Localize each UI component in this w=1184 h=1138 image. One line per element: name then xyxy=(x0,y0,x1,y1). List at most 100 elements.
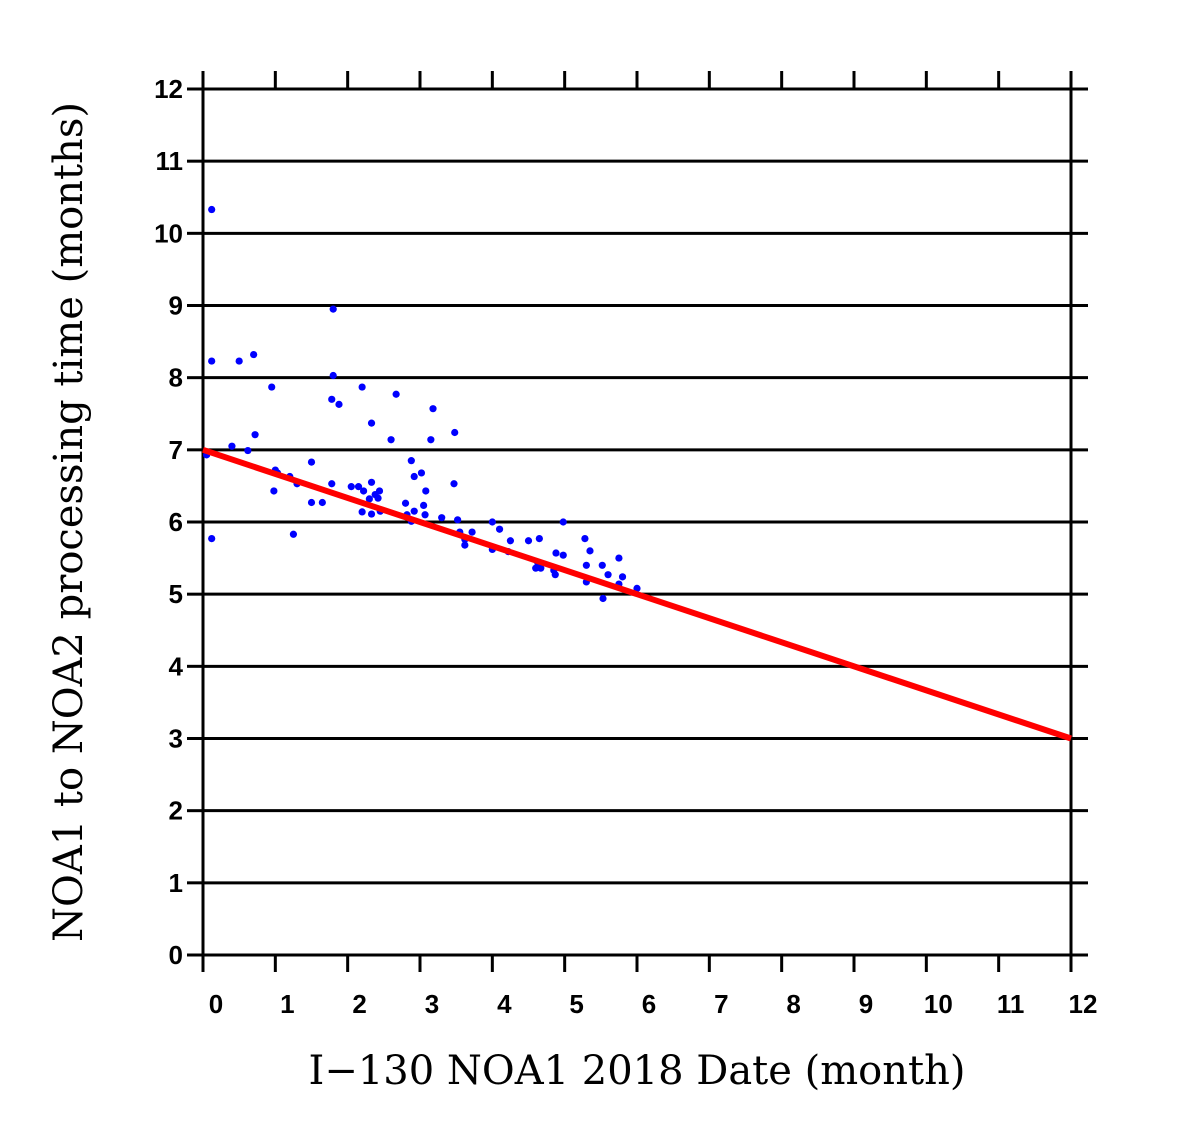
data-point xyxy=(598,561,606,569)
x-tick-label-8: 8 xyxy=(786,989,800,1019)
y-axis-title: NOA1 to NOA2 processing time (months) xyxy=(46,102,92,942)
data-points xyxy=(203,205,641,603)
data-point xyxy=(244,446,252,455)
data-point xyxy=(367,510,376,518)
data-point xyxy=(410,507,418,515)
y-tick-label-3: 3 xyxy=(169,724,183,754)
data-point xyxy=(307,498,316,507)
data-point xyxy=(495,525,504,533)
data-point xyxy=(438,514,446,522)
data-point xyxy=(488,518,496,526)
x-tick-labels: 0 1 2 3 4 5 6 7 8 9 10 11 12 xyxy=(209,989,1098,1019)
data-point xyxy=(422,487,430,495)
data-point xyxy=(417,469,426,477)
data-point xyxy=(358,383,366,391)
data-point xyxy=(407,457,415,465)
data-point xyxy=(289,530,298,538)
data-point xyxy=(318,498,326,507)
x-tick-label-7: 7 xyxy=(714,989,728,1019)
data-point xyxy=(420,501,428,510)
data-point xyxy=(532,564,540,572)
data-point xyxy=(535,534,543,543)
x-tick-label-0: 0 xyxy=(209,989,223,1019)
data-point xyxy=(401,499,410,507)
data-point xyxy=(582,561,590,569)
y-tick-label-11: 11 xyxy=(156,146,184,176)
data-point xyxy=(429,405,437,413)
data-point xyxy=(359,487,368,495)
x-tick-label-3: 3 xyxy=(425,989,439,1019)
x-tick-label-9: 9 xyxy=(859,989,873,1019)
x-tick-label-4: 4 xyxy=(497,989,512,1019)
data-point xyxy=(208,534,216,543)
data-point xyxy=(451,428,459,437)
y-tick-label-8: 8 xyxy=(169,363,183,393)
data-point xyxy=(235,357,243,365)
data-point xyxy=(392,390,400,398)
y-tick-label-10: 10 xyxy=(154,218,183,248)
data-point xyxy=(365,495,373,503)
tick-marks xyxy=(187,71,1073,972)
data-point xyxy=(208,357,216,365)
data-point xyxy=(421,511,429,519)
data-point xyxy=(586,547,594,555)
data-point xyxy=(228,442,236,450)
data-point xyxy=(354,483,363,491)
y-tick-label-7: 7 xyxy=(169,435,183,465)
data-point xyxy=(329,305,337,313)
data-point xyxy=(552,549,560,557)
data-point xyxy=(604,571,612,579)
data-point xyxy=(537,564,545,572)
data-point xyxy=(251,431,259,439)
data-point xyxy=(559,551,567,559)
data-point xyxy=(524,537,533,545)
data-point xyxy=(618,573,627,581)
y-tick-label-9: 9 xyxy=(169,291,183,321)
data-point xyxy=(506,537,515,545)
y-tick-label-12: 12 xyxy=(154,74,183,104)
data-point xyxy=(208,205,216,214)
gridlines xyxy=(203,87,1088,957)
data-point xyxy=(581,534,589,543)
data-point xyxy=(427,436,435,444)
data-point xyxy=(268,383,276,391)
x-tick-label-1: 1 xyxy=(280,989,294,1019)
y-tick-label-0: 0 xyxy=(169,940,183,970)
x-tick-label-5: 5 xyxy=(569,989,583,1019)
x-tick-label-11: 11 xyxy=(997,989,1025,1019)
data-point xyxy=(454,516,462,524)
data-point xyxy=(270,487,278,495)
data-point xyxy=(358,508,366,516)
data-point xyxy=(461,541,469,549)
data-point xyxy=(468,528,476,536)
trend-line-group xyxy=(202,446,1072,742)
data-point xyxy=(367,478,376,486)
data-point xyxy=(328,480,336,488)
x-tick-label-6: 6 xyxy=(642,989,656,1019)
data-point xyxy=(367,419,376,427)
x-axis-title: I−130 NOA1 2018 Date (month) xyxy=(309,1048,966,1094)
data-point xyxy=(450,480,458,488)
y-tick-label-2: 2 xyxy=(169,796,183,826)
y-tick-label-5: 5 xyxy=(169,579,183,609)
y-tick-label-6: 6 xyxy=(169,507,183,537)
y-tick-label-4: 4 xyxy=(169,651,184,681)
data-point xyxy=(307,458,316,466)
data-point xyxy=(335,400,343,408)
data-point xyxy=(375,487,384,495)
x-tick-label-12: 12 xyxy=(1069,989,1098,1019)
data-point xyxy=(551,571,559,579)
data-point xyxy=(559,518,567,526)
data-point xyxy=(329,371,337,380)
x-tick-label-2: 2 xyxy=(352,989,366,1019)
data-point xyxy=(599,594,607,603)
data-point xyxy=(633,584,641,592)
y-tick-label-1: 1 xyxy=(169,868,183,898)
data-point xyxy=(250,350,258,359)
data-point xyxy=(374,494,382,502)
data-point xyxy=(387,436,395,444)
data-point xyxy=(347,483,355,491)
data-point xyxy=(615,554,623,562)
